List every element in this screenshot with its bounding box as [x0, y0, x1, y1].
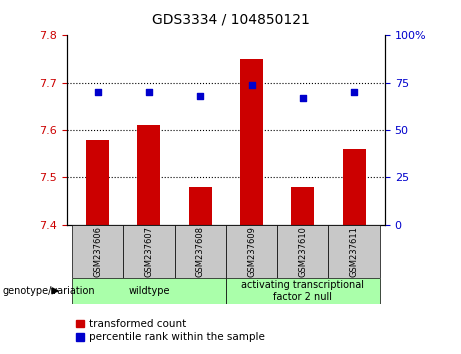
Text: GSM237611: GSM237611 — [349, 226, 359, 277]
Bar — [291, 187, 314, 225]
Bar — [72, 278, 226, 304]
Bar — [329, 225, 380, 278]
Point — [248, 82, 255, 87]
Bar — [72, 225, 123, 278]
Bar — [137, 125, 160, 225]
Bar — [277, 225, 329, 278]
Text: transformed count: transformed count — [89, 319, 186, 329]
Bar — [226, 225, 277, 278]
Text: GDS3334 / 104850121: GDS3334 / 104850121 — [152, 12, 309, 27]
Text: GSM237609: GSM237609 — [247, 226, 256, 277]
Text: activating transcriptional
factor 2 null: activating transcriptional factor 2 null — [242, 280, 364, 302]
Text: GSM237607: GSM237607 — [144, 226, 154, 277]
Point — [196, 93, 204, 99]
Text: genotype/variation: genotype/variation — [2, 286, 95, 296]
Point — [299, 95, 307, 101]
Text: GSM237610: GSM237610 — [298, 226, 307, 277]
Point — [94, 89, 101, 95]
Text: wildtype: wildtype — [128, 286, 170, 296]
Bar — [343, 149, 366, 225]
Text: percentile rank within the sample: percentile rank within the sample — [89, 332, 265, 342]
Bar — [226, 278, 380, 304]
Bar — [240, 59, 263, 225]
Bar — [76, 320, 84, 327]
Bar — [76, 333, 84, 341]
Point — [350, 89, 358, 95]
Bar — [189, 187, 212, 225]
Text: GSM237608: GSM237608 — [196, 226, 205, 277]
Bar — [123, 225, 175, 278]
Bar — [175, 225, 226, 278]
Bar — [86, 139, 109, 225]
Text: GSM237606: GSM237606 — [93, 226, 102, 277]
Point — [145, 89, 153, 95]
